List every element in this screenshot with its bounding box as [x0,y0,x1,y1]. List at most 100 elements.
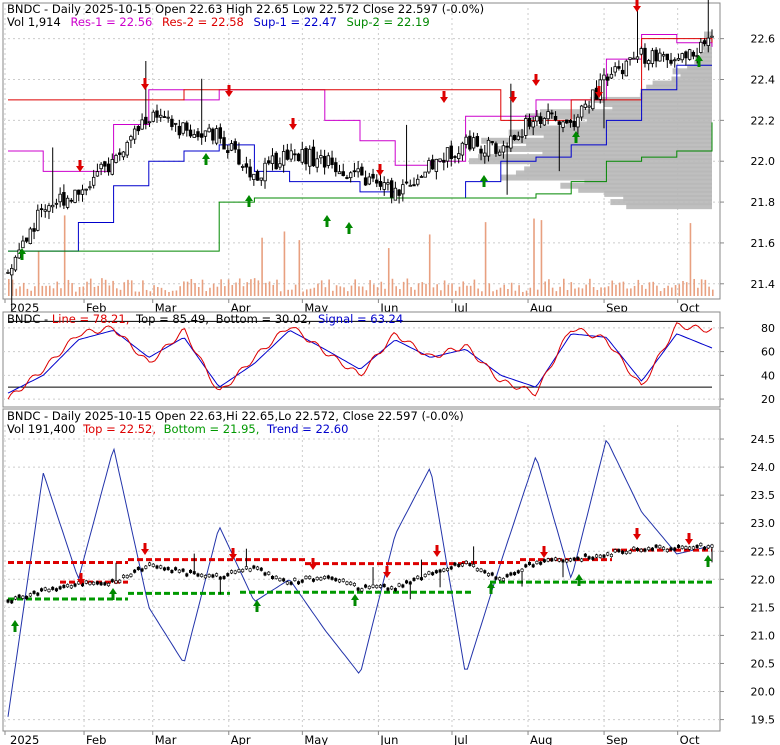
volume-profile-bar [646,84,712,91]
trend-price-candle [505,574,509,578]
volume-profile-bar [526,141,712,148]
volume-bar [52,288,55,296]
price-candle [62,192,66,206]
trend-price-candle [457,563,461,567]
trend-price-candle [338,579,342,583]
trend-price-candle [632,546,636,550]
y-tick-label: 21.4 [751,278,776,291]
trend-price-candle [162,567,166,571]
price-candle [483,152,487,157]
trend-price-candle [621,550,625,554]
volume-bar [212,283,215,296]
trend-price-candle [434,570,438,574]
trend-price-candle [200,573,204,577]
y-tick-label: 21.5 [751,601,776,614]
price-candle [553,116,558,121]
volume-bar [708,286,710,296]
volume-bar [313,287,316,296]
price-candle [684,51,688,59]
price-candle [378,181,383,187]
price-candle [661,54,666,57]
trend-price-candle [438,569,442,573]
price-candle [185,122,189,131]
volume-profile-bar [612,105,712,112]
stoch-signal-label: Signal = 63.24 [318,312,403,326]
trend-price-candle [121,574,125,578]
price-candle [95,171,100,177]
trend-price-candle [107,583,111,587]
volume-bar [682,280,684,296]
volume-bar [391,278,394,296]
trend-price-candle [304,575,308,579]
volume-bar [130,280,133,296]
volume-bar [358,286,360,296]
price-candle [218,127,223,139]
volume-bar [19,286,21,296]
trend-price-candle [513,572,517,576]
price-candle [572,120,576,128]
trend-price-candle [487,573,491,577]
volume-bar [8,279,10,296]
price-candle [144,116,148,125]
volume-bar [633,285,636,296]
volume-profile-bar [530,162,712,169]
price-candle [304,147,308,165]
trend-price-candle [367,585,371,589]
trend-header-line1: BNDC - Daily 2025-10-15 Open 22.63,Hi 22… [7,409,464,423]
volume-bar [197,286,200,296]
trend-price-candle [595,554,599,558]
volume-bar [443,280,446,296]
price-candle [352,170,357,173]
volume-bar [559,286,561,296]
trend-panel: 24.5 24.0 23.5 23.0 22.5 22.0 21.5 21.0 20.5 20.0… [2,408,776,745]
volume-bar [302,291,304,296]
volume-bar [339,286,342,296]
volume-bar [261,237,263,296]
volume-bar [615,284,617,296]
price-candle [263,162,267,182]
price-candle [274,152,278,170]
volume-bar [417,283,420,296]
volume-profile-bar [694,60,712,67]
price-candle [43,209,47,212]
trend-price-candle [498,577,502,581]
trend-price-candle [658,545,662,549]
sell-arrow [433,545,441,557]
trend-price-candle [203,575,207,579]
volume-bar [238,278,241,296]
y-tick-label: 60 [761,346,775,359]
price-candle [635,56,640,60]
trend-price-candle [527,561,531,565]
volume-bar [346,291,349,296]
price-candle [665,53,670,61]
price-candle [337,171,342,175]
volume-profile-bar [603,101,712,108]
trend-price-candle [483,570,487,574]
buy-arrow [109,588,117,600]
trend-price-candle [691,546,695,550]
sell-arrow [633,0,641,12]
trend-price-candle [684,546,688,550]
price-candle [345,177,349,179]
trend-price-candle [47,588,51,592]
volume-bar [276,279,278,296]
volume-bar [648,282,651,296]
trend-price-bars [6,542,714,605]
trend-price-candle [449,566,453,570]
volume-profile-bar [672,68,712,75]
trend-price-candle [196,573,200,577]
volume-bar [674,285,677,296]
trend-volume: Vol 191,400 [7,422,75,436]
volume-bar [551,287,554,296]
trend-price-candle [453,562,457,566]
price-candle [162,116,167,118]
price-candle [69,199,74,202]
volume-bar [216,286,219,296]
volume-bar [488,283,491,296]
trend-price-candle [114,580,118,584]
volume-bar [186,281,189,296]
trend-price-candle [263,572,267,576]
trend-price-candle [36,592,40,596]
trend-price-candle [609,553,613,557]
